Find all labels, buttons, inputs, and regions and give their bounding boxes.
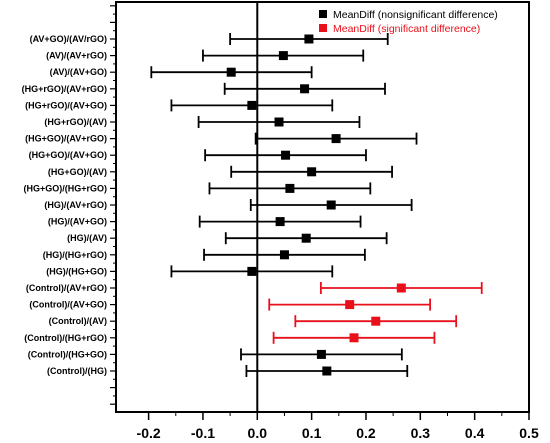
mean-marker — [279, 250, 289, 260]
mean-marker — [322, 366, 332, 376]
mean-marker — [349, 333, 359, 343]
x-tick-label: 0.4 — [465, 425, 485, 441]
mean-marker — [371, 316, 381, 326]
legend-label: MeanDiff (significant difference) — [333, 23, 480, 35]
category-label: (Control)/(HG+GO) — [28, 349, 107, 359]
mean-marker — [285, 183, 295, 193]
category-labels: (AV+GO)/(AV/rGO) (AV)/(AV+rGO) (AV)/(AV+GO… — [22, 34, 107, 376]
plot-frame — [115, 1, 530, 413]
mean-marker — [326, 200, 336, 210]
category-label: (Control)/(HG) — [47, 366, 107, 376]
mean-marker — [345, 300, 355, 310]
data-marks — [150, 33, 483, 377]
mean-marker — [307, 167, 317, 177]
mean-marker — [301, 233, 311, 243]
x-tick-label: -0.1 — [191, 425, 215, 441]
legend-label: MeanDiff (nonsignificant difference) — [333, 9, 498, 21]
legend-swatch — [319, 24, 327, 32]
x-tick-label: 0.3 — [411, 425, 431, 441]
category-label: (AV)/(AV+GO) — [50, 67, 107, 77]
category-label: (HG+GO)/(AV+rGO) — [25, 134, 107, 144]
mean-marker — [274, 117, 284, 127]
category-label: (HG)/(AV+rGO) — [44, 200, 107, 210]
category-label: (HG+rGO)/(AV+rGO) — [22, 84, 107, 94]
x-tick-label: -0.2 — [137, 425, 161, 441]
category-label: (Control)/(AV+rGO) — [26, 283, 107, 293]
category-label: (HG)/(AV+GO) — [48, 217, 107, 227]
category-label: (Control)/(HG+rGO) — [24, 333, 107, 343]
mean-marker — [247, 100, 257, 110]
legend: MeanDiff (nonsignificant difference) Mean… — [319, 9, 498, 35]
category-label: (HG)/(AV) — [67, 233, 107, 243]
category-label: (HG+rGO)/(AV+GO) — [25, 100, 107, 110]
category-label: (Control)/(AV) — [49, 316, 107, 326]
mean-marker — [300, 84, 310, 94]
category-label: (AV)/(AV+rGO) — [46, 51, 107, 61]
mean-marker — [226, 67, 236, 77]
x-tick-label: 0.1 — [302, 425, 322, 441]
x-tick-label: 0.2 — [356, 425, 376, 441]
mean-marker — [247, 266, 257, 276]
mean-marker — [278, 51, 288, 61]
category-label: (HG+rGO)/(AV) — [44, 117, 107, 127]
mean-marker — [304, 34, 314, 44]
mean-marker — [281, 150, 291, 160]
x-tick-label: 0.0 — [248, 425, 268, 441]
mean-marker — [331, 134, 341, 144]
mean-marker — [396, 283, 406, 293]
axis-layer: -0.2 -0.1 0.0 0.1 0.2 0.3 0.4 0.5 — [110, 2, 539, 441]
x-tick-label: 0.5 — [519, 425, 539, 441]
category-label: (HG+GO)/(AV+GO) — [29, 150, 107, 160]
category-label: (AV+GO)/(AV/rGO) — [30, 34, 107, 44]
mean-marker — [316, 349, 326, 359]
category-label: (HG+GO)/(AV) — [48, 167, 107, 177]
legend-swatch — [319, 10, 327, 18]
mean-marker — [275, 217, 285, 227]
category-label: (HG+GO)/(HG+rGO) — [23, 183, 107, 193]
category-label: (HG)/(HG+rGO) — [43, 250, 107, 260]
category-label: (HG)/(HG+GO) — [46, 266, 107, 276]
category-label: (Control)/(AV+GO) — [29, 300, 107, 310]
